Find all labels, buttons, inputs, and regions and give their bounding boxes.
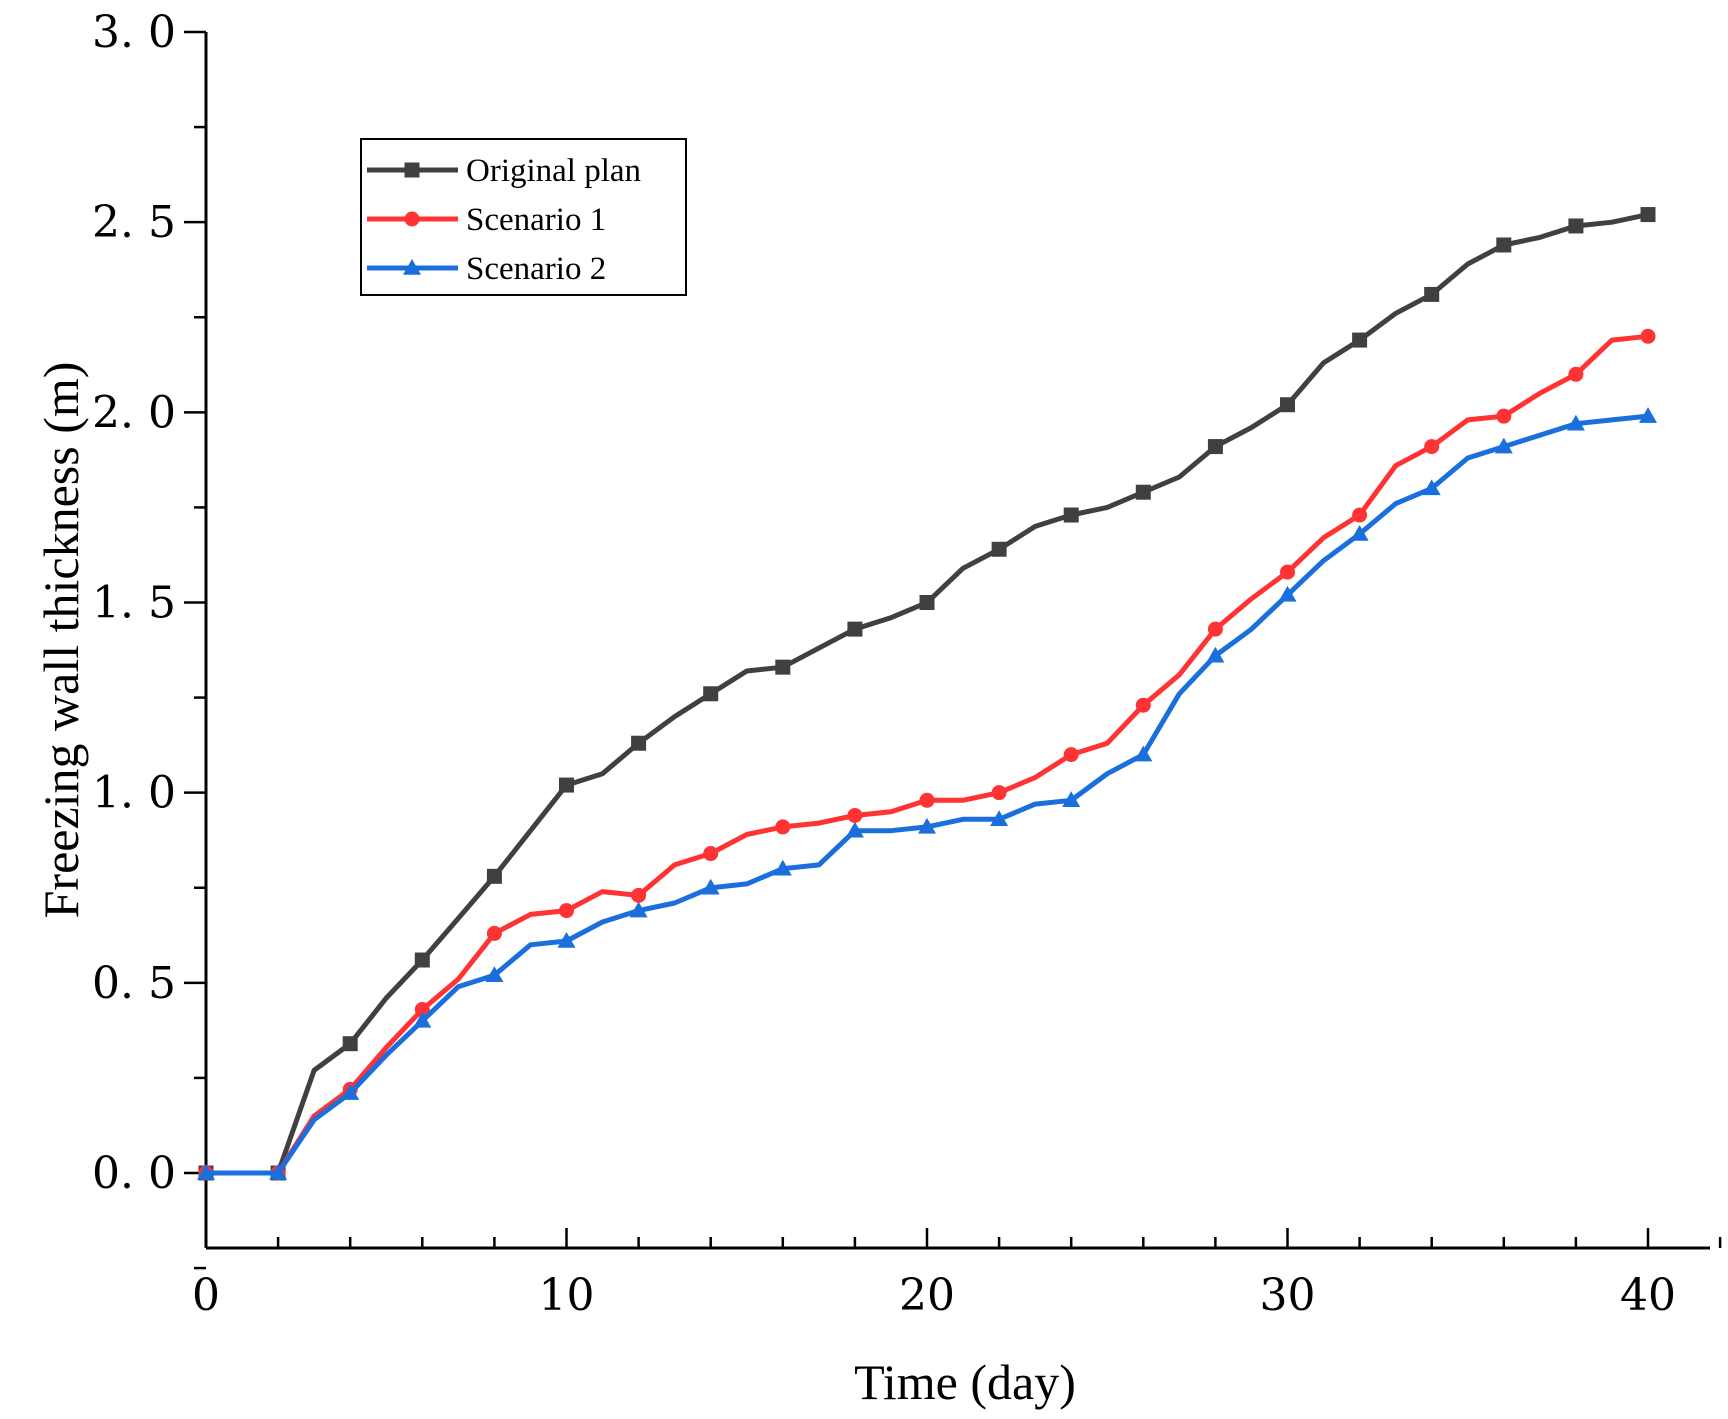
data-point [631, 735, 647, 751]
series-scenario-2 [197, 407, 1657, 1180]
legend: Original plan Scenario 1 Scenario 2 [360, 138, 687, 296]
y-tick-label: 0. 5 [92, 958, 176, 1009]
data-point [1063, 507, 1079, 523]
data-point [845, 821, 864, 838]
data-point [559, 903, 574, 919]
x-tick-label: 30 [1260, 1270, 1316, 1321]
legend-label: Scenario 2 [466, 251, 606, 287]
data-point [1424, 286, 1440, 302]
data-point [486, 868, 502, 884]
data-point [559, 777, 574, 793]
y-tick-label: 2. 5 [92, 197, 176, 248]
data-point [413, 1011, 432, 1028]
data-point [557, 931, 576, 948]
data-point [414, 952, 430, 968]
data-point [918, 817, 936, 834]
series-original-plan [198, 207, 1656, 1181]
data-point [701, 878, 720, 895]
axes: 0. 0 0. 5 1. 0 1. 5 2. 0 2. 5 3. 0 0 10 20 30 40 [92, 7, 1722, 1321]
data-point [1566, 414, 1585, 431]
data-point [1424, 439, 1440, 455]
data-point [1278, 585, 1297, 602]
data-point [1280, 397, 1295, 413]
data-point [1134, 745, 1153, 762]
data-point [703, 686, 719, 702]
x-tick-label: 0 [192, 1270, 220, 1321]
data-point [847, 807, 863, 823]
data-point [1568, 218, 1584, 234]
legend-label: Original plan [466, 153, 641, 189]
data-point [991, 541, 1007, 557]
data-point [1496, 237, 1512, 253]
y-tick-label: 2. 0 [92, 387, 176, 438]
data-point [1063, 747, 1079, 763]
data-point [197, 1164, 215, 1180]
data-point [269, 1164, 288, 1180]
legend-marker [403, 259, 421, 275]
data-point [775, 819, 791, 835]
data-point [990, 810, 1009, 827]
legend-marker [404, 211, 420, 227]
y-tick-label: 3. 0 [92, 7, 176, 58]
data-point [703, 846, 719, 862]
data-point [847, 621, 863, 637]
legend-label: Scenario 1 [466, 202, 606, 238]
data-point [919, 595, 935, 610]
data-point [1350, 525, 1369, 541]
data-point [342, 1036, 358, 1052]
data-point [414, 1001, 430, 1017]
data-point [1135, 697, 1151, 713]
data-point [1640, 328, 1656, 344]
x-axis-title: Time (day) [854, 1354, 1076, 1410]
data-point [631, 887, 647, 903]
data-point [775, 659, 791, 675]
series-layer [197, 207, 1657, 1181]
data-point [341, 1084, 360, 1100]
data-point [1568, 366, 1584, 382]
data-point [629, 901, 648, 918]
data-point [1062, 791, 1081, 808]
data-point [1206, 646, 1225, 663]
data-point [1496, 408, 1512, 424]
data-point [1207, 621, 1223, 637]
legend-marker [404, 162, 420, 178]
x-tick-label: 20 [899, 1270, 955, 1321]
data-point [1422, 479, 1441, 496]
data-point [991, 785, 1007, 801]
y-tick-label: 1. 0 [92, 768, 176, 819]
data-point [773, 859, 792, 876]
data-point [1135, 484, 1151, 500]
data-point [1639, 407, 1657, 423]
x-tick-label: 10 [539, 1270, 595, 1321]
data-point [1494, 437, 1513, 454]
data-point [1640, 207, 1656, 223]
data-point [486, 925, 502, 941]
x-tick-label: 40 [1620, 1270, 1676, 1321]
data-point [919, 792, 935, 808]
data-point [1280, 564, 1295, 580]
y-tick-label: 0. 0 [92, 1148, 176, 1199]
series-line [206, 212, 1649, 1176]
data-point [485, 966, 504, 982]
data-point [1352, 507, 1368, 523]
data-point [1352, 332, 1368, 348]
series-scenario-1 [198, 328, 1656, 1181]
y-tick-label: 1. 5 [92, 578, 176, 629]
data-point [1207, 439, 1223, 455]
series-line [206, 333, 1649, 1176]
y-axis-title: Freezing wall thickness (m) [33, 362, 89, 919]
